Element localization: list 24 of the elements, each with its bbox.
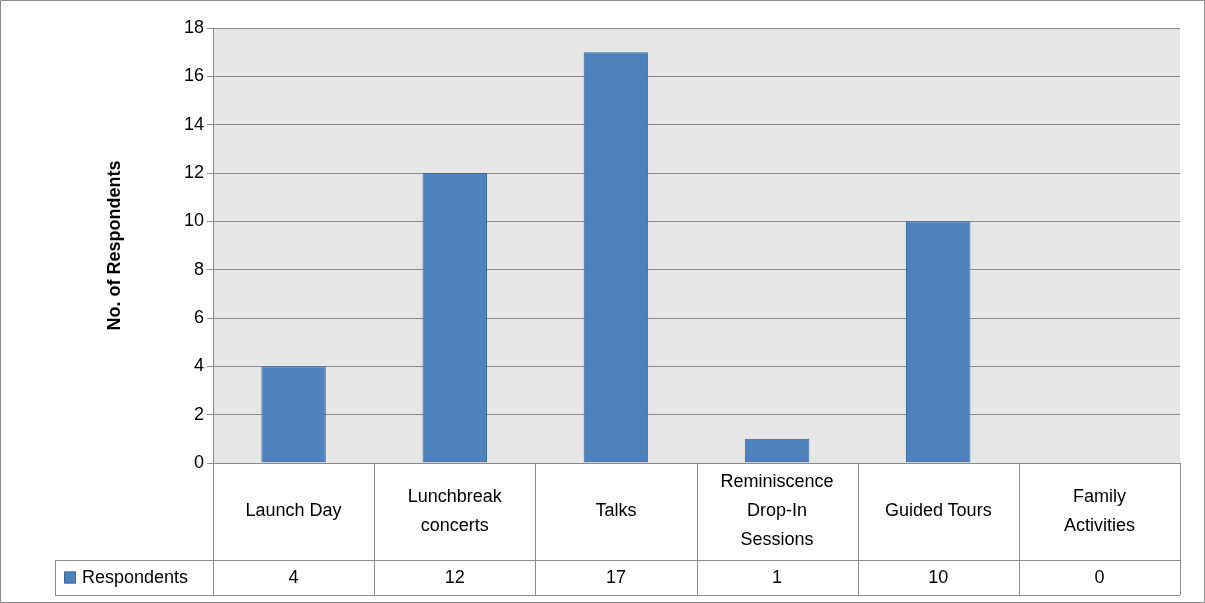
x-tick-label: Lunchbreak concerts bbox=[407, 485, 503, 535]
y-tick-label: 16 bbox=[183, 65, 204, 86]
data-label: 1 bbox=[772, 567, 783, 588]
y-tick-label: 12 bbox=[183, 161, 204, 182]
y-tick-label: 6 bbox=[193, 306, 204, 327]
x-tick-label: Talks bbox=[595, 500, 637, 521]
y-tick-label: 14 bbox=[183, 113, 204, 134]
y-axis-title: No. of Respondents bbox=[103, 160, 124, 331]
x-tick-label: Launch Day bbox=[245, 500, 342, 521]
y-tick-label: 4 bbox=[193, 355, 204, 376]
y-tick-label: 10 bbox=[183, 210, 204, 231]
y-tick-label: 8 bbox=[193, 258, 204, 279]
data-label: 0 bbox=[1094, 567, 1105, 588]
x-tick-label: Family Activities bbox=[1063, 485, 1135, 535]
x-tick-label: Reminiscence Drop-In Sessions bbox=[720, 471, 834, 550]
data-label: 12 bbox=[444, 567, 465, 588]
legend-label: Respondents bbox=[82, 567, 189, 588]
data-label: 4 bbox=[288, 567, 299, 588]
y-tick-label: 0 bbox=[193, 451, 204, 472]
y-tick-label: 2 bbox=[193, 403, 204, 424]
x-tick-label: Guided Tours bbox=[884, 500, 992, 521]
data-label: 10 bbox=[928, 567, 949, 588]
data-label: 17 bbox=[605, 567, 626, 588]
y-tick-label: 18 bbox=[183, 16, 204, 37]
